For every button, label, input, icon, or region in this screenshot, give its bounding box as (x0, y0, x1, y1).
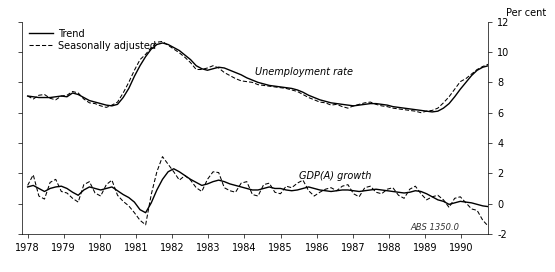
Text: GDP(A) growth: GDP(A) growth (299, 171, 371, 181)
Seasonally adjusted (92, 102, 98, 105)
Seasonally adjusted (418, 111, 425, 114)
Trend (159, 41, 166, 45)
Trend (485, 64, 492, 67)
Seasonally adjusted (24, 94, 31, 98)
Seasonally adjusted (159, 40, 166, 43)
Seasonally adjusted (52, 98, 59, 101)
Trend (92, 100, 98, 104)
Text: Per cent: Per cent (506, 8, 547, 18)
Seasonally adjusted (305, 96, 312, 99)
Trend (24, 94, 31, 98)
Text: Unemployment rate: Unemployment rate (255, 67, 354, 77)
Trend (361, 103, 368, 106)
Text: ABS 1350.0: ABS 1350.0 (411, 223, 460, 232)
Trend (429, 110, 436, 114)
Line: Trend: Trend (28, 43, 488, 112)
Seasonally adjusted (361, 101, 368, 104)
Trend (390, 105, 396, 108)
Seasonally adjusted (390, 107, 396, 110)
Seasonally adjusted (120, 91, 127, 95)
Legend: Trend, Seasonally adjusted: Trend, Seasonally adjusted (27, 27, 158, 53)
Trend (305, 94, 312, 97)
Trend (120, 96, 127, 99)
Line: Seasonally adjusted: Seasonally adjusted (28, 41, 488, 113)
Trend (52, 95, 59, 98)
Seasonally adjusted (485, 63, 492, 66)
